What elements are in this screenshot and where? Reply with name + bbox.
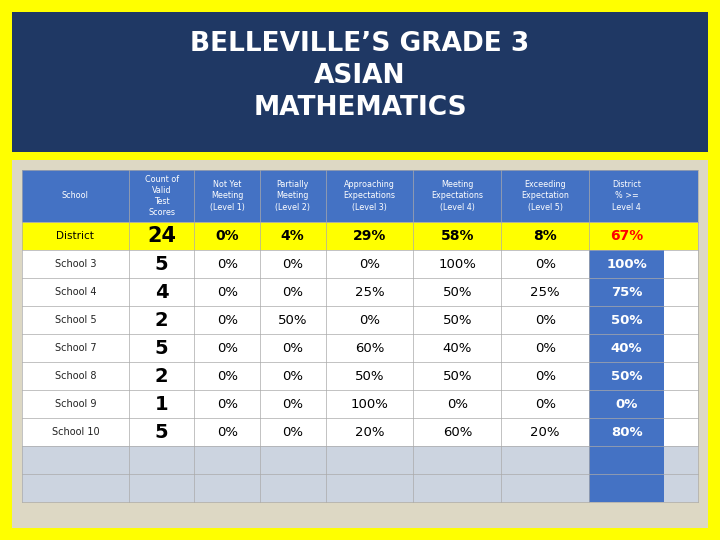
Text: Not Yet
Meeting
(Level 1): Not Yet Meeting (Level 1) [210, 180, 245, 212]
Text: 2: 2 [155, 310, 168, 329]
Text: School: School [62, 192, 89, 200]
FancyBboxPatch shape [589, 306, 665, 334]
Text: 0%: 0% [535, 397, 556, 410]
Text: 0%: 0% [217, 426, 238, 438]
Text: 50%: 50% [443, 369, 472, 382]
Text: School 7: School 7 [55, 343, 96, 353]
Text: School 8: School 8 [55, 371, 96, 381]
FancyBboxPatch shape [589, 362, 665, 390]
Text: 20%: 20% [355, 426, 384, 438]
Text: 50%: 50% [278, 314, 307, 327]
Text: 0%: 0% [447, 397, 468, 410]
Text: 0%: 0% [217, 397, 238, 410]
FancyBboxPatch shape [22, 362, 698, 390]
Text: 0%: 0% [215, 229, 239, 243]
Text: 0%: 0% [217, 369, 238, 382]
FancyBboxPatch shape [589, 474, 665, 502]
Text: 0%: 0% [282, 341, 303, 354]
Text: 0%: 0% [217, 258, 238, 271]
Text: School 9: School 9 [55, 399, 96, 409]
Text: 0%: 0% [535, 258, 556, 271]
Text: 0%: 0% [282, 286, 303, 299]
Text: 0%: 0% [282, 426, 303, 438]
Text: 5: 5 [155, 422, 168, 442]
Text: 80%: 80% [611, 426, 642, 438]
Text: 50%: 50% [611, 314, 642, 327]
Text: 0%: 0% [282, 258, 303, 271]
Text: Meeting
Expectations
(Level 4): Meeting Expectations (Level 4) [431, 180, 483, 212]
FancyBboxPatch shape [589, 334, 665, 362]
FancyBboxPatch shape [22, 250, 698, 278]
Text: 100%: 100% [351, 397, 388, 410]
Text: 29%: 29% [353, 229, 386, 243]
FancyBboxPatch shape [22, 278, 698, 306]
Text: 0%: 0% [535, 314, 556, 327]
FancyBboxPatch shape [589, 390, 665, 418]
Text: 2: 2 [155, 367, 168, 386]
Text: 0%: 0% [217, 286, 238, 299]
Text: 50%: 50% [443, 286, 472, 299]
Text: 20%: 20% [531, 426, 560, 438]
Text: 4: 4 [155, 282, 168, 301]
Text: 0%: 0% [217, 341, 238, 354]
Text: 25%: 25% [355, 286, 384, 299]
Text: 50%: 50% [611, 369, 642, 382]
Text: 75%: 75% [611, 286, 642, 299]
Text: 8%: 8% [534, 229, 557, 243]
Text: Count of
Valid
Test
Scores: Count of Valid Test Scores [145, 175, 179, 217]
FancyBboxPatch shape [22, 222, 698, 250]
Text: 0%: 0% [535, 341, 556, 354]
Text: 58%: 58% [441, 229, 474, 243]
Text: MATHEMATICS: MATHEMATICS [253, 95, 467, 121]
Text: Approaching
Expectations
(Level 3): Approaching Expectations (Level 3) [343, 180, 395, 212]
Text: 0%: 0% [282, 397, 303, 410]
Text: District: District [56, 231, 94, 241]
Text: Exceeding
Expectation
(Level 5): Exceeding Expectation (Level 5) [521, 180, 570, 212]
Text: 50%: 50% [443, 314, 472, 327]
Text: 0%: 0% [359, 314, 380, 327]
FancyBboxPatch shape [22, 170, 698, 222]
Text: 0%: 0% [359, 258, 380, 271]
Text: School 10: School 10 [52, 427, 99, 437]
FancyBboxPatch shape [22, 418, 698, 446]
Text: 5: 5 [155, 254, 168, 273]
Text: School 5: School 5 [55, 315, 96, 325]
Text: BELLEVILLE’S GRADE 3: BELLEVILLE’S GRADE 3 [190, 31, 530, 57]
Text: 25%: 25% [531, 286, 560, 299]
FancyBboxPatch shape [22, 446, 698, 474]
Text: 4%: 4% [281, 229, 305, 243]
Text: ASIAN: ASIAN [314, 63, 406, 89]
FancyBboxPatch shape [22, 334, 698, 362]
FancyBboxPatch shape [589, 278, 665, 306]
Text: 5: 5 [155, 339, 168, 357]
FancyBboxPatch shape [589, 250, 665, 278]
FancyBboxPatch shape [22, 390, 698, 418]
Text: 67%: 67% [610, 229, 643, 243]
Text: 40%: 40% [611, 341, 642, 354]
Text: 50%: 50% [355, 369, 384, 382]
Text: 0%: 0% [282, 369, 303, 382]
FancyBboxPatch shape [589, 222, 665, 250]
Text: 0%: 0% [535, 369, 556, 382]
FancyBboxPatch shape [589, 446, 665, 474]
FancyBboxPatch shape [589, 418, 665, 446]
Text: 100%: 100% [438, 258, 477, 271]
FancyBboxPatch shape [22, 474, 698, 502]
FancyBboxPatch shape [12, 12, 708, 152]
Text: 24: 24 [147, 226, 176, 246]
FancyBboxPatch shape [12, 160, 708, 528]
Text: 40%: 40% [443, 341, 472, 354]
Text: 1: 1 [155, 395, 168, 414]
Text: 60%: 60% [443, 426, 472, 438]
Text: School 4: School 4 [55, 287, 96, 297]
Text: 0%: 0% [217, 314, 238, 327]
Text: District
% >=
Level 4: District % >= Level 4 [612, 180, 641, 212]
Text: Partially
Meeting
(Level 2): Partially Meeting (Level 2) [275, 180, 310, 212]
Text: 0%: 0% [616, 397, 638, 410]
Text: School 3: School 3 [55, 259, 96, 269]
FancyBboxPatch shape [22, 306, 698, 334]
Text: 60%: 60% [355, 341, 384, 354]
Text: 100%: 100% [606, 258, 647, 271]
